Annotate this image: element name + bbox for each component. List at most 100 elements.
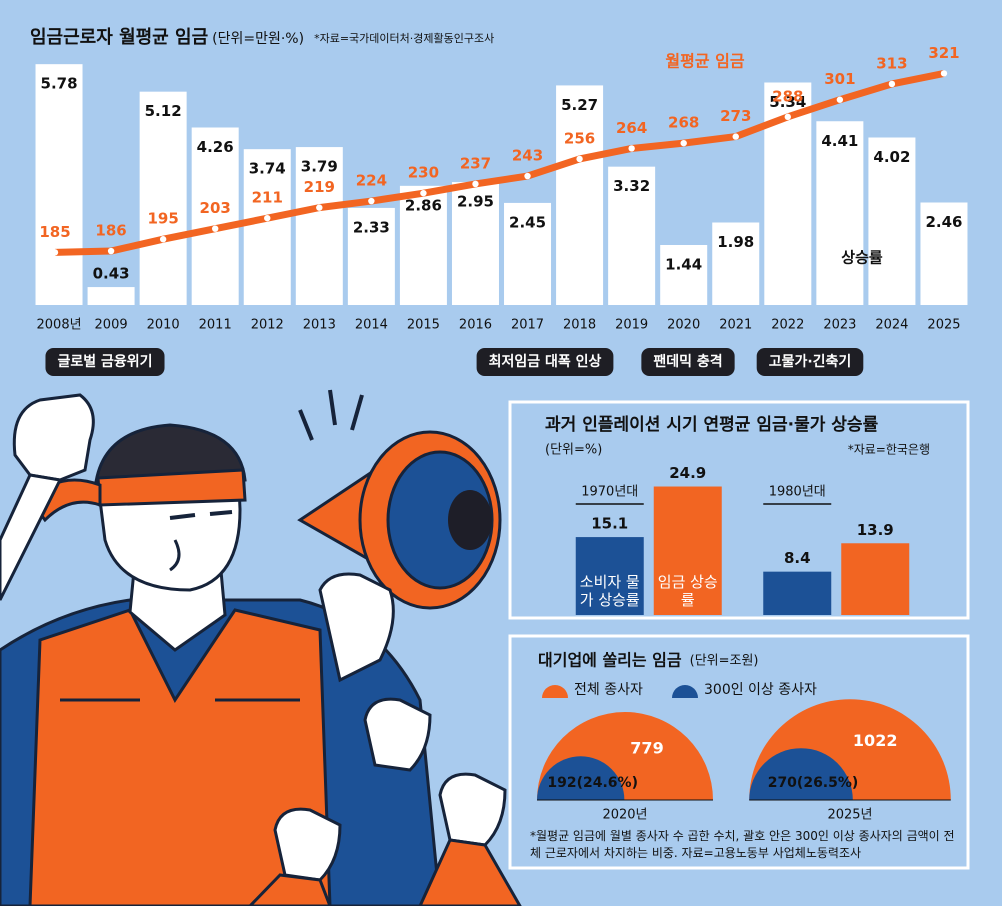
- bar: [243, 149, 291, 305]
- fist: [273, 807, 342, 882]
- bar: [191, 127, 239, 305]
- bar-value-label: 3.74: [249, 160, 286, 178]
- chart-source: *자료=국가데이터처·경제활동인구조사: [314, 31, 494, 45]
- bar-value-label: 4.41: [821, 132, 858, 150]
- series-name: 소비자 물가 상승률: [579, 573, 640, 609]
- bar-value-label: 1.44: [665, 256, 702, 274]
- line-value-label: 237: [460, 154, 491, 172]
- x-tick-label: 2013: [303, 318, 336, 333]
- eye: [209, 510, 233, 516]
- legend-label: 300인 이상 종사자: [704, 682, 817, 698]
- line-value-label: 186: [95, 222, 126, 240]
- line-point: [732, 133, 739, 140]
- group-label: 1980년대: [769, 485, 826, 500]
- annotation-pill: [641, 348, 735, 376]
- line-point: [368, 197, 375, 205]
- x-tick-label: 2018: [563, 318, 596, 333]
- bar-value-label: 24.9: [669, 464, 706, 482]
- series-label: 월평균 임금: [665, 52, 744, 71]
- bar: [87, 287, 135, 305]
- line-value-label: 203: [200, 199, 231, 217]
- bar: [920, 202, 968, 305]
- annotation-text: 고물가·긴축기: [769, 353, 852, 370]
- line-point: [211, 225, 219, 232]
- line-value-label: 243: [512, 147, 543, 165]
- annotation: 고물가·긴축기: [756, 348, 864, 376]
- series-label: 상승률: [841, 249, 883, 267]
- x-tick-label: 2008년: [37, 318, 82, 333]
- line-value-label: 264: [616, 119, 647, 137]
- x-tick-label: 2025년: [827, 808, 872, 823]
- bar-value-label: 13.9: [857, 521, 894, 539]
- line-point: [576, 155, 583, 163]
- chart-subtitle: (단위=%): [545, 443, 602, 458]
- sound-line: [328, 389, 337, 426]
- x-tick-label: 2014: [355, 318, 388, 333]
- line-point: [524, 172, 531, 180]
- line-value-label: 185: [39, 223, 70, 241]
- semicircle: [749, 748, 853, 800]
- x-tick-label: 2010: [147, 318, 180, 333]
- x-tick-label: 2016: [459, 318, 492, 333]
- bar-value-label: 1.98: [717, 233, 754, 251]
- sound-line: [350, 394, 364, 431]
- bar-value-label: 3.79: [301, 158, 338, 176]
- legend-label: 전체 종사자: [574, 682, 643, 698]
- panel: [508, 634, 970, 870]
- x-tick-label: 2023: [823, 318, 856, 333]
- bar: [399, 185, 447, 305]
- bar: [653, 486, 722, 615]
- fist: [12, 393, 95, 482]
- bar: [35, 64, 83, 306]
- bar-value-label: 5.78: [41, 75, 78, 93]
- line-value-label: 211: [252, 189, 283, 207]
- annotation-text: 글로벌 금융위기: [57, 353, 152, 370]
- illustration: [0, 389, 522, 906]
- annotation-text: 팬데믹 충격: [653, 353, 722, 370]
- line-value-label: 288: [772, 87, 803, 105]
- x-tick-label: 2020: [667, 318, 700, 333]
- line-value-label: 224: [356, 172, 387, 190]
- value-label: 192(24.6%): [547, 775, 638, 791]
- line-point: [264, 214, 271, 222]
- x-tick-label: 2009: [95, 318, 128, 333]
- line-value-label: 321: [928, 44, 959, 62]
- sleeve: [247, 873, 332, 906]
- bar-value-label: 0.43: [93, 265, 130, 283]
- bar-value-label: 8.4: [784, 549, 811, 567]
- semicircle: [536, 756, 625, 800]
- line-value-label: 256: [564, 129, 595, 147]
- x-tick-label: 2011: [199, 318, 232, 333]
- line-point: [940, 70, 948, 77]
- line-point: [107, 247, 115, 255]
- line-point: [628, 145, 635, 152]
- line-value-label: 219: [304, 178, 335, 196]
- bar-value-label: 5.12: [145, 102, 182, 120]
- bar-value-label: 2.86: [405, 196, 442, 214]
- footnote: *월평균 임금에 월별 종사자 수 곱한 수치, 괄호 안은 300인 이상 종…: [530, 829, 955, 860]
- value-label: 270(26.5%): [768, 775, 859, 791]
- bar-value-label: 4.02: [873, 148, 910, 166]
- bar: [763, 571, 832, 615]
- line-value-label: 195: [147, 210, 178, 228]
- line-point: [680, 139, 687, 147]
- line-value-label: 268: [668, 114, 699, 132]
- line-value-label: 273: [720, 107, 751, 125]
- sleeve: [418, 838, 522, 906]
- line: [54, 69, 945, 256]
- bar-value-label: 2.45: [509, 213, 546, 231]
- bar: [608, 166, 656, 305]
- fist: [438, 772, 507, 847]
- annotation-pill: [45, 348, 165, 376]
- chart-title: 임금근로자 월평균 임금: [30, 27, 208, 48]
- x-tick-label: 2019: [615, 318, 648, 333]
- bar: [712, 222, 760, 305]
- bar-value-label: 4.26: [197, 138, 234, 156]
- chart-subtitle: (단위=조원): [690, 654, 759, 669]
- bar-value-label: 5.34: [769, 93, 806, 111]
- bar: [575, 537, 644, 615]
- chart-source: *자료=한국은행: [848, 442, 930, 457]
- megaphone-hole: [448, 490, 492, 550]
- bar: [660, 245, 708, 305]
